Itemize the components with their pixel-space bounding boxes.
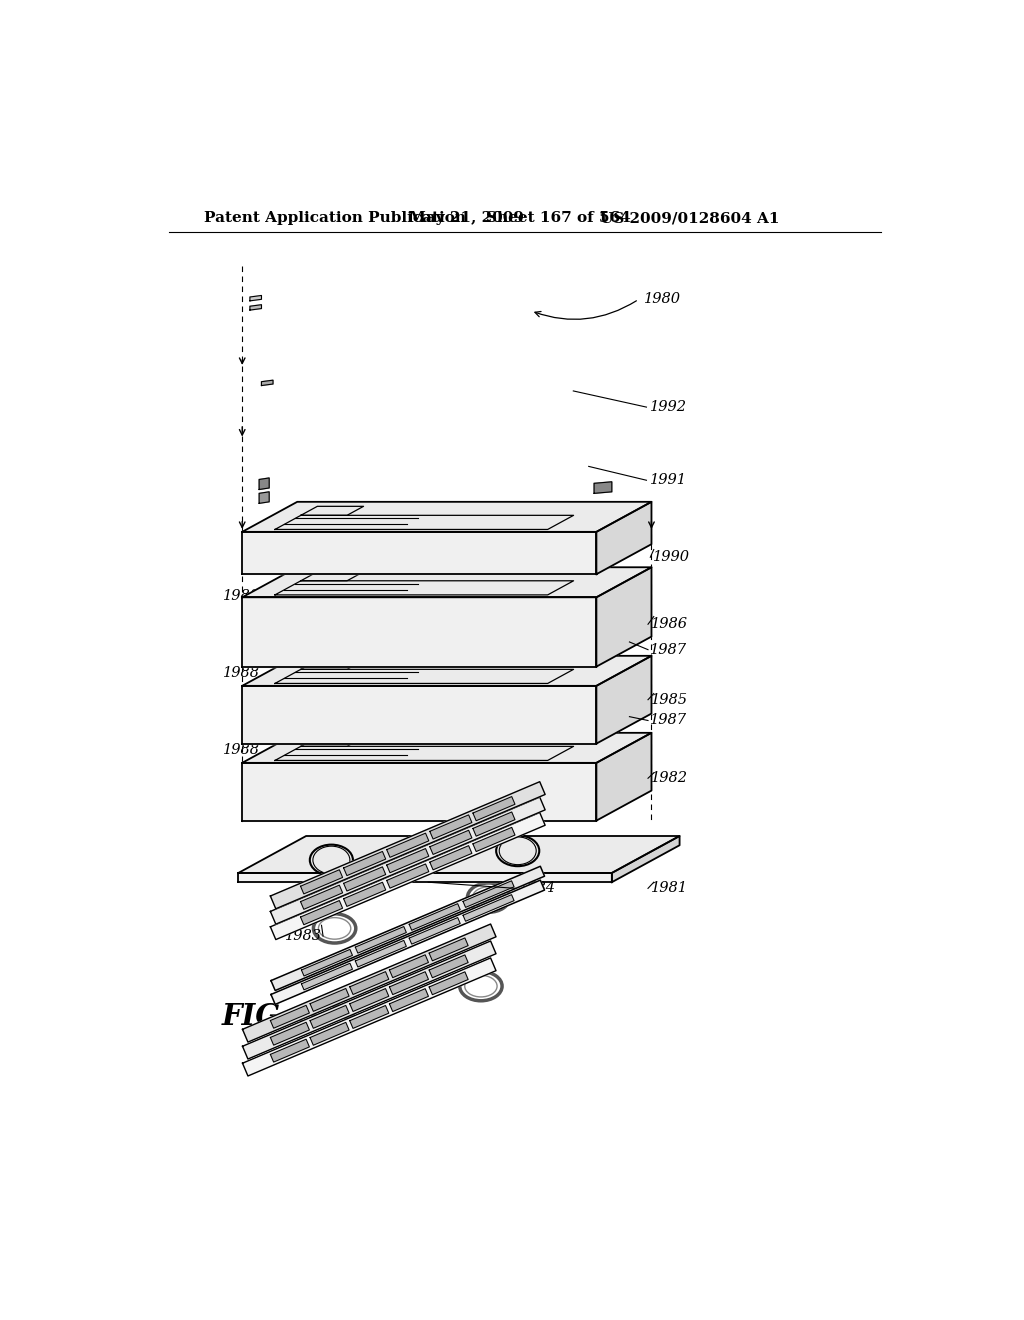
Polygon shape bbox=[387, 833, 429, 857]
Text: 1987: 1987 bbox=[649, 714, 686, 727]
Text: 1992: 1992 bbox=[649, 400, 686, 414]
Polygon shape bbox=[473, 828, 515, 851]
Polygon shape bbox=[301, 886, 343, 909]
Polygon shape bbox=[243, 598, 596, 667]
Text: May 21, 2009: May 21, 2009 bbox=[410, 211, 524, 226]
Text: 1982: 1982 bbox=[651, 771, 688, 785]
Text: 1988: 1988 bbox=[223, 665, 260, 680]
Text: 1988: 1988 bbox=[223, 589, 260, 603]
Polygon shape bbox=[250, 296, 261, 301]
Polygon shape bbox=[596, 656, 651, 743]
Text: Patent Application Publication: Patent Application Publication bbox=[205, 211, 467, 226]
Polygon shape bbox=[611, 836, 680, 882]
Text: US 2009/0128604 A1: US 2009/0128604 A1 bbox=[600, 211, 779, 226]
Polygon shape bbox=[389, 989, 428, 1011]
Text: Sheet 167 of 564: Sheet 167 of 564 bbox=[486, 211, 631, 226]
Polygon shape bbox=[344, 867, 386, 891]
Polygon shape bbox=[270, 1006, 309, 1028]
Polygon shape bbox=[596, 568, 651, 667]
Polygon shape bbox=[430, 814, 472, 840]
Polygon shape bbox=[596, 502, 651, 574]
Text: 1980: 1980 bbox=[644, 292, 681, 306]
Polygon shape bbox=[270, 1022, 309, 1045]
Polygon shape bbox=[429, 954, 468, 978]
Polygon shape bbox=[310, 1006, 349, 1028]
Polygon shape bbox=[429, 939, 468, 961]
Polygon shape bbox=[310, 1023, 349, 1045]
Polygon shape bbox=[350, 989, 389, 1011]
Polygon shape bbox=[410, 904, 460, 931]
Polygon shape bbox=[430, 830, 472, 854]
Polygon shape bbox=[250, 305, 261, 310]
Polygon shape bbox=[344, 882, 386, 907]
Polygon shape bbox=[301, 870, 343, 894]
Polygon shape bbox=[261, 380, 273, 385]
Polygon shape bbox=[243, 656, 651, 686]
Polygon shape bbox=[429, 972, 468, 995]
Text: 1985: 1985 bbox=[651, 693, 688, 706]
Polygon shape bbox=[270, 813, 545, 940]
Polygon shape bbox=[259, 492, 269, 503]
Polygon shape bbox=[239, 873, 611, 882]
Polygon shape bbox=[243, 532, 596, 574]
Polygon shape bbox=[350, 972, 389, 994]
Text: 1990: 1990 bbox=[653, 550, 690, 564]
Text: 1988: 1988 bbox=[223, 743, 260, 756]
Polygon shape bbox=[596, 733, 651, 821]
Text: 1981: 1981 bbox=[651, 882, 688, 895]
Polygon shape bbox=[243, 733, 651, 763]
Polygon shape bbox=[271, 880, 545, 1005]
Polygon shape bbox=[463, 880, 514, 907]
Polygon shape bbox=[355, 927, 407, 953]
Polygon shape bbox=[270, 1039, 309, 1063]
Polygon shape bbox=[239, 836, 680, 873]
Polygon shape bbox=[310, 989, 349, 1011]
Text: 1983: 1983 bbox=[285, 929, 322, 942]
Polygon shape bbox=[594, 482, 611, 494]
Polygon shape bbox=[463, 895, 514, 921]
Polygon shape bbox=[259, 478, 269, 490]
Text: 1984: 1984 bbox=[518, 882, 556, 895]
Polygon shape bbox=[243, 686, 596, 743]
Text: 1987: 1987 bbox=[649, 643, 686, 656]
Text: 1986: 1986 bbox=[651, 618, 688, 631]
Polygon shape bbox=[387, 865, 429, 888]
Polygon shape bbox=[387, 849, 429, 873]
Polygon shape bbox=[355, 940, 407, 968]
Polygon shape bbox=[243, 763, 596, 821]
Text: 1991: 1991 bbox=[649, 474, 686, 487]
Polygon shape bbox=[430, 846, 472, 870]
Polygon shape bbox=[243, 924, 496, 1041]
Polygon shape bbox=[301, 964, 352, 990]
Text: FIG. 374: FIG. 374 bbox=[221, 1002, 360, 1031]
Polygon shape bbox=[410, 917, 460, 944]
Polygon shape bbox=[473, 812, 515, 836]
Polygon shape bbox=[389, 972, 428, 994]
Polygon shape bbox=[243, 958, 496, 1076]
Polygon shape bbox=[344, 851, 386, 875]
Polygon shape bbox=[389, 954, 428, 978]
Polygon shape bbox=[243, 941, 496, 1059]
Polygon shape bbox=[350, 1006, 389, 1028]
Polygon shape bbox=[243, 502, 651, 532]
Polygon shape bbox=[243, 568, 651, 598]
Polygon shape bbox=[270, 781, 545, 908]
Polygon shape bbox=[271, 866, 545, 990]
Polygon shape bbox=[270, 797, 545, 924]
Polygon shape bbox=[473, 796, 515, 821]
Polygon shape bbox=[301, 949, 352, 975]
Polygon shape bbox=[301, 900, 343, 925]
